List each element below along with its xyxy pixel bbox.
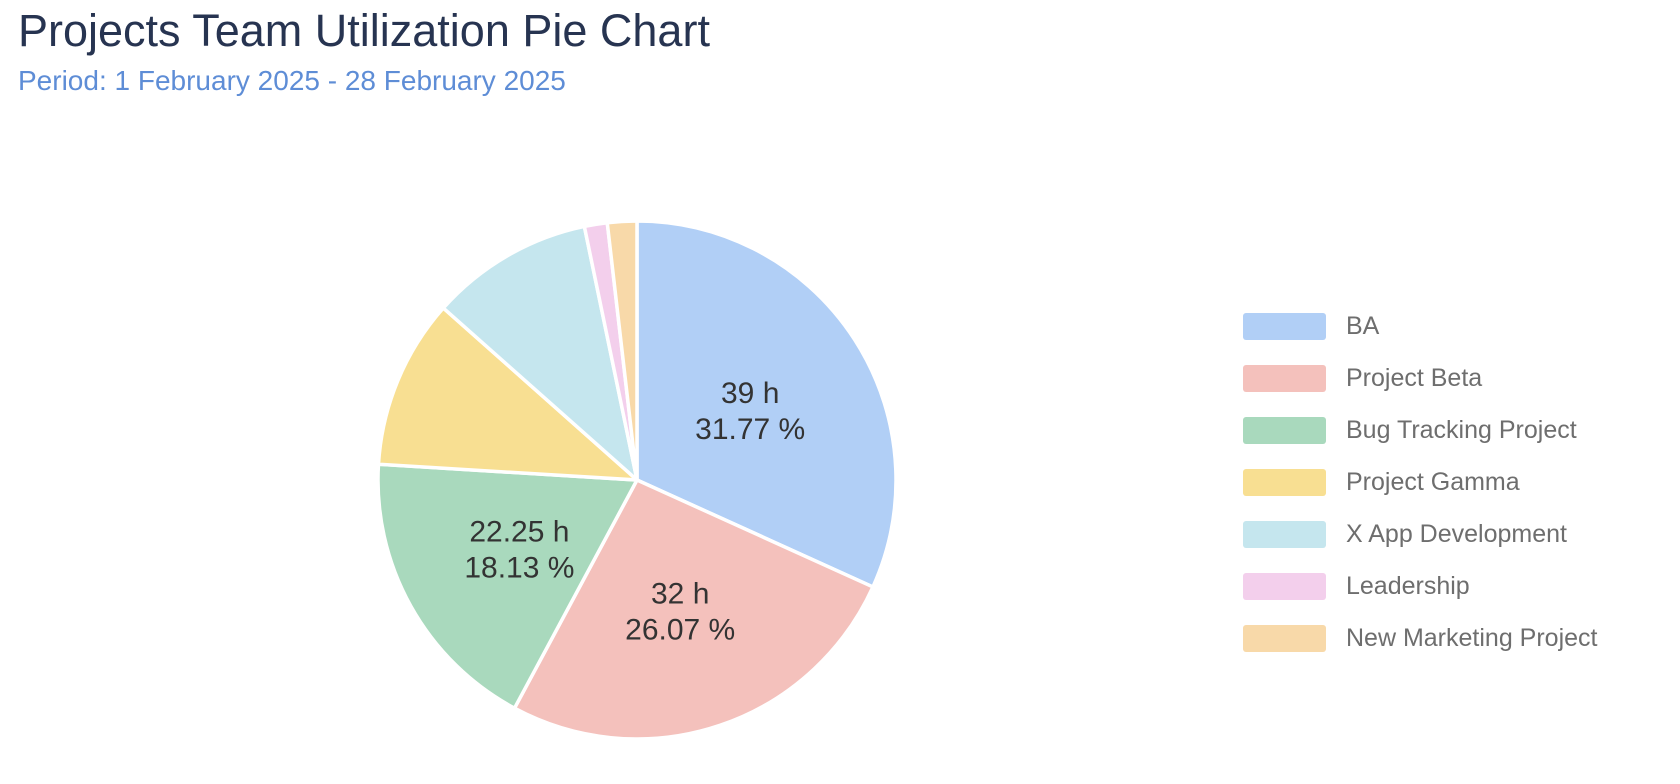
pie-chart: 39 h 31.77 %32 h 26.07 %22.25 h 18.13 % <box>376 219 898 741</box>
legend-item-project-beta[interactable]: Project Beta <box>1243 364 1597 393</box>
legend-item-project-gamma[interactable]: Project Gamma <box>1243 468 1597 497</box>
legend-swatch-ba <box>1243 313 1326 340</box>
legend-item-leadership[interactable]: Leadership <box>1243 572 1597 601</box>
legend-item-ba[interactable]: BA <box>1243 312 1597 341</box>
legend-label: New Marketing Project <box>1346 624 1598 652</box>
page-title: Projects Team Utilization Pie Chart <box>18 5 710 56</box>
legend-item-bug-tracking-project[interactable]: Bug Tracking Project <box>1243 416 1597 445</box>
chart-legend: BA Project Beta Bug Tracking Project Projec… <box>1243 312 1597 653</box>
legend-label: Leadership <box>1346 572 1470 600</box>
report-period: Period: 1 February 2025 - 28 February 20… <box>18 65 566 96</box>
legend-swatch-leadership <box>1243 573 1326 600</box>
legend-swatch-project-beta <box>1243 365 1326 392</box>
legend-label: Bug Tracking Project <box>1346 416 1577 444</box>
legend-item-new-marketing-project[interactable]: New Marketing Project <box>1243 624 1597 653</box>
legend-swatch-project-gamma <box>1243 469 1326 496</box>
legend-swatch-x-app-development <box>1243 521 1326 548</box>
legend-item-x-app-development[interactable]: X App Development <box>1243 520 1597 549</box>
legend-label: Project Beta <box>1346 364 1483 392</box>
pie-slice-x-app-development[interactable] <box>441 224 639 482</box>
pie-slice-project-gamma[interactable] <box>376 306 639 482</box>
pie-slice-new-marketing-project[interactable] <box>605 219 639 482</box>
legend-label: X App Development <box>1346 520 1567 548</box>
legend-swatch-new-marketing-project <box>1243 625 1326 652</box>
legend-swatch-bug-tracking-project <box>1243 417 1326 444</box>
legend-label: Project Gamma <box>1346 468 1520 496</box>
pie-slice-bug-tracking-project[interactable] <box>376 462 639 710</box>
legend-label: BA <box>1346 312 1380 340</box>
pie-slice-ba[interactable] <box>635 219 898 589</box>
